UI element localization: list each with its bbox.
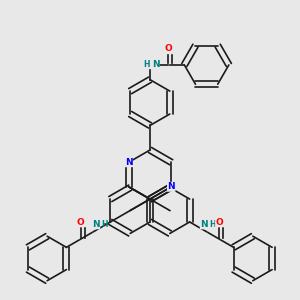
Text: O: O [215, 218, 223, 227]
Text: N: N [200, 220, 208, 229]
Text: N: N [92, 220, 100, 229]
Text: N: N [167, 182, 175, 191]
Text: O: O [164, 44, 172, 53]
Text: H: H [143, 60, 150, 69]
Text: N: N [125, 158, 133, 167]
Text: H: H [209, 220, 215, 229]
Text: N: N [152, 60, 159, 69]
Text: O: O [77, 218, 85, 227]
Text: H: H [101, 220, 107, 229]
